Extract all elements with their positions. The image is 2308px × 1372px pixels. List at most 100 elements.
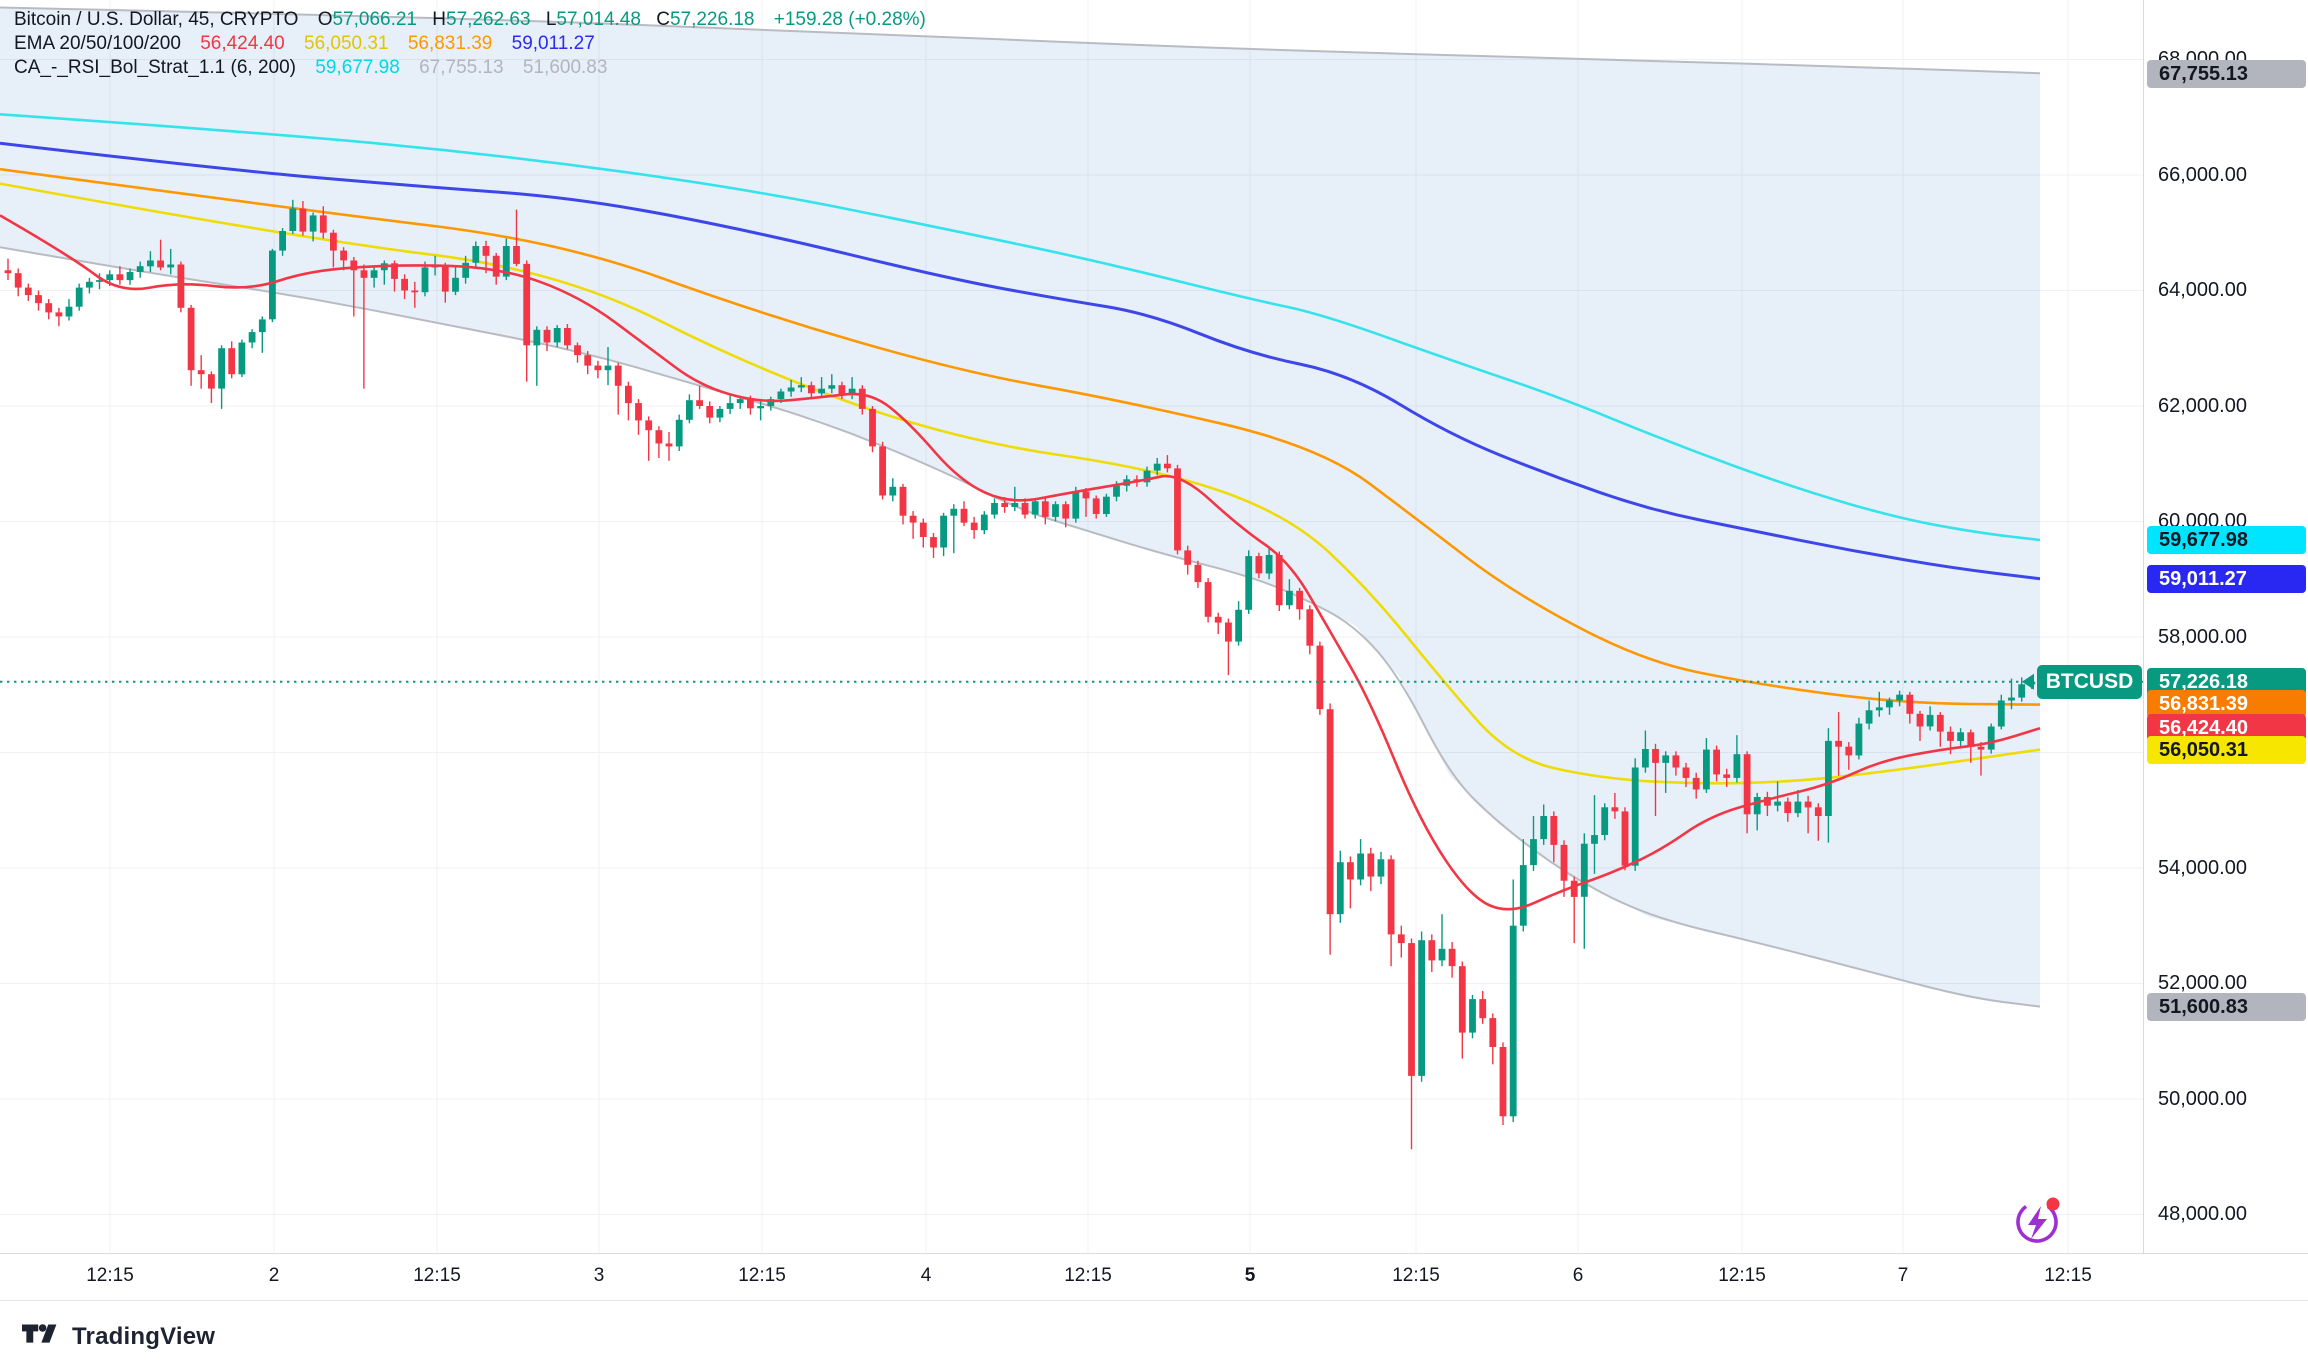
time-tick-label: 12:15 (738, 1265, 786, 1286)
candle-body (1387, 859, 1395, 935)
candle-body (309, 215, 317, 232)
candle-body (1001, 503, 1009, 507)
candle-body (1031, 501, 1039, 515)
candle-body (370, 270, 378, 278)
candle-body (1316, 645, 1324, 710)
candle-body (1072, 491, 1080, 519)
price-axis[interactable]: 68,000.0066,000.0064,000.0062,000.0060,0… (2143, 0, 2308, 1253)
candle-body (1174, 468, 1181, 551)
candle-body (1377, 859, 1385, 877)
change-value: +159.28 (+0.28%) (773, 9, 926, 30)
time-tick-label: 12:15 (413, 1265, 461, 1286)
price-badge: 59,011.27 (2147, 564, 2306, 593)
candle-body (1936, 714, 1944, 732)
candle-body (1570, 880, 1578, 897)
lightning-bolt-icon[interactable] (2028, 1206, 2047, 1239)
volatility-band-fill (0, 7, 2040, 1007)
candle-body (238, 342, 246, 375)
price-plot[interactable] (0, 0, 2143, 1253)
candle-body (1397, 934, 1405, 944)
candle-body (96, 280, 103, 282)
candle-body (1896, 694, 1903, 701)
strategy-lower-value: 51,600.83 (522, 57, 608, 78)
candle-body (1682, 767, 1690, 778)
candle-body (1926, 714, 1934, 727)
candle-body (1764, 797, 1771, 806)
legend-symbol-row[interactable]: Bitcoin / U.S. Dollar, 45, CRYPTO O57,06… (14, 8, 926, 32)
candle-body (1275, 555, 1283, 606)
open-label: O (317, 9, 333, 30)
candle-body (1255, 556, 1263, 574)
price-tick-label: 52,000.00 (2158, 972, 2247, 995)
candle-body (462, 262, 470, 278)
candle-body (564, 328, 571, 346)
time-tick-label: 4 (920, 1265, 932, 1286)
candle-body (1886, 700, 1893, 708)
candle-body (706, 406, 714, 418)
time-axis[interactable]: 12:15 2 12:15 3 12:15 4 12:15 5 12:15 6 12:15 7 12:1… (0, 1253, 2308, 1301)
candle-body (655, 430, 663, 444)
candle-body (1692, 777, 1700, 790)
time-tick-label: 12:15 (1064, 1265, 1112, 1286)
candle-body (1265, 555, 1273, 574)
candle-body (1469, 999, 1476, 1033)
candle-body (1835, 740, 1842, 747)
candle-body (391, 263, 398, 279)
candle-body (228, 348, 236, 375)
candle-body (1021, 503, 1029, 515)
candle-body (1977, 746, 1985, 750)
candle-body (1214, 616, 1222, 623)
candle-body (665, 443, 673, 447)
candle-body (797, 385, 805, 388)
candle-body (838, 385, 846, 395)
basis-line (0, 113, 2041, 542)
candle-body (258, 319, 266, 333)
candle-body (1713, 749, 1720, 775)
candle-body (1408, 943, 1415, 1076)
candle-body (1814, 807, 1822, 816)
candle-body (1164, 463, 1171, 469)
candle-body (269, 250, 276, 320)
candle-body (2008, 697, 2015, 701)
candle-body (1865, 710, 1873, 724)
candle-body (340, 250, 347, 261)
candle-body (1296, 590, 1303, 610)
candle-body (208, 374, 215, 389)
candle-body (1113, 485, 1120, 497)
candle-body (757, 406, 764, 409)
candle-body (1845, 746, 1853, 756)
candle-body (147, 260, 154, 267)
notification-dot-icon (2046, 1197, 2060, 1211)
candle-body (1784, 801, 1792, 814)
candle-body (279, 231, 286, 251)
price-badge: 56,050.31 (2147, 735, 2306, 764)
candle-body (75, 287, 83, 307)
candle-body (1875, 707, 1883, 711)
chart-canvas[interactable]: Bitcoin / U.S. Dollar, 45, CRYPTO O57,06… (0, 0, 2143, 1253)
candle-body (818, 388, 825, 394)
candle-body (45, 303, 53, 313)
candle-body (716, 408, 724, 418)
ema20-line (0, 214, 2041, 911)
candle-body (614, 365, 622, 386)
candle-body (767, 399, 775, 406)
candle-body (940, 515, 947, 548)
candle-body (1631, 767, 1639, 866)
low-value: 57,014.48 (556, 9, 641, 30)
candle-body (645, 420, 653, 431)
candle-body (218, 348, 225, 389)
candle-body (55, 312, 63, 317)
candle-body (1245, 556, 1253, 610)
legend-ema-row[interactable]: EMA 20/50/100/200 56,424.40 56,050.31 56… (14, 32, 926, 56)
candle-body (686, 400, 693, 420)
tradingview-logo-link[interactable]: TradingView (22, 1320, 215, 1354)
legend-strategy-row[interactable]: CA_-_RSI_Bol_Strat_1.1 (6, 200) 59,677.9… (14, 56, 926, 80)
candle-body (828, 385, 836, 389)
candle-body (1703, 749, 1710, 790)
candle-body (452, 277, 459, 292)
candle-body (1438, 948, 1446, 961)
low-label: L (545, 9, 557, 30)
candle-body (1560, 844, 1568, 881)
candle-body (1326, 709, 1334, 915)
candle-body (787, 387, 795, 392)
